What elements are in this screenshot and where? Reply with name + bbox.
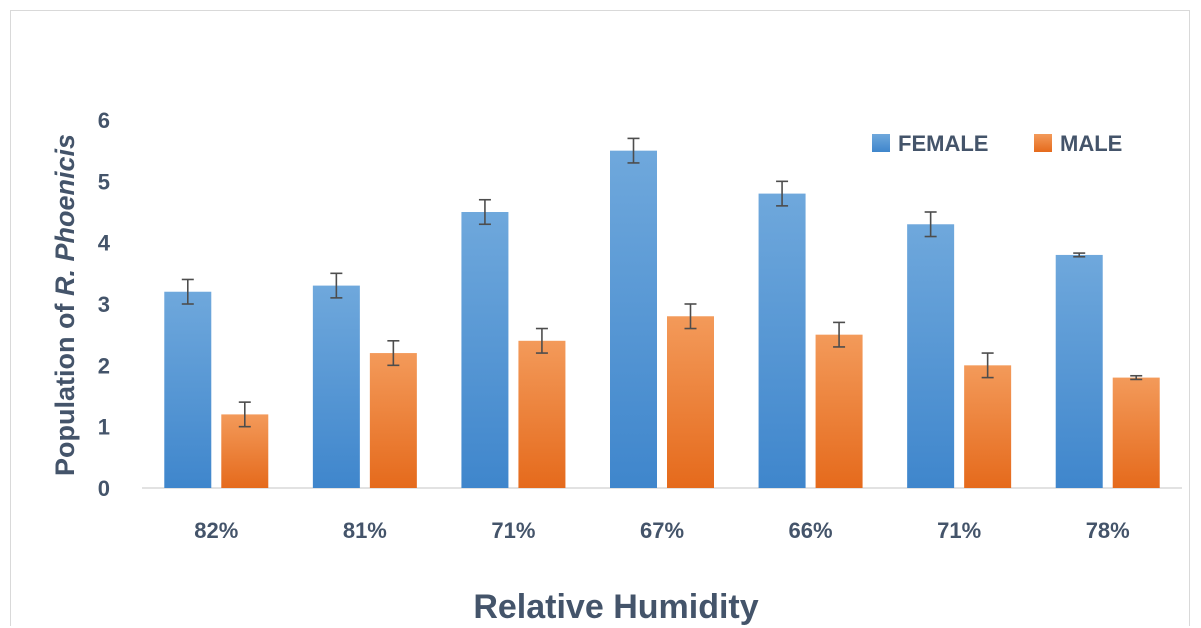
bar-male [1112, 377, 1160, 488]
error-bar [330, 272, 343, 299]
error-bar [535, 327, 548, 354]
y-tick-label: 0 [98, 476, 110, 501]
error-bar [1073, 252, 1086, 258]
bar-male [369, 353, 417, 488]
bar-female [1055, 254, 1103, 488]
bar-male [815, 334, 863, 488]
error-bar [776, 180, 789, 207]
bar-male [964, 365, 1012, 488]
legend: FEMALE MALE [872, 131, 1122, 156]
x-tick-label: 81% [343, 518, 387, 543]
bar-male [518, 340, 566, 488]
y-tick-label: 6 [98, 108, 110, 133]
error-bar [627, 137, 640, 164]
legend-swatch-female [872, 134, 890, 152]
x-tick-label: 71% [491, 518, 535, 543]
error-bar [981, 352, 994, 379]
legend-swatch-male [1034, 134, 1052, 152]
error-bar [833, 321, 846, 348]
x-tick-label: 67% [640, 518, 684, 543]
error-bar [238, 401, 251, 428]
x-tick-label: 78% [1086, 518, 1130, 543]
error-bar [924, 211, 937, 238]
legend-label-male: MALE [1060, 131, 1122, 156]
x-axis-title: Relative Humidity [473, 588, 758, 626]
x-tick-label: 66% [789, 518, 833, 543]
error-bar [684, 303, 697, 330]
y-axis-tick-labels: 0 1 2 3 4 5 6 [98, 108, 111, 501]
y-tick-label: 2 [98, 353, 110, 378]
error-bar [181, 278, 194, 305]
y-axis-title: Population of R. Phoenicis [50, 134, 80, 476]
bar-female [610, 150, 657, 488]
error-bars [181, 137, 1143, 428]
x-axis-tick-labels: 82% 81% 71% 67% 66% 71% 78% [194, 518, 1129, 543]
bar-female [461, 212, 509, 488]
bar-female [164, 291, 212, 488]
bar-male [667, 316, 714, 488]
y-axis-title-prefix: Population of [50, 296, 80, 476]
y-tick-label: 5 [98, 169, 110, 194]
bar-female [312, 285, 360, 488]
y-axis-title-species: R. Phoenicis [50, 134, 80, 296]
y-tick-label: 4 [98, 231, 111, 256]
bars [164, 150, 1160, 488]
bar-female [907, 224, 955, 488]
error-bar [387, 339, 400, 367]
error-bar [1130, 374, 1143, 381]
error-bar [478, 198, 491, 226]
y-tick-label: 1 [98, 415, 110, 440]
legend-label-female: FEMALE [898, 131, 988, 156]
chart-frame [10, 10, 1190, 626]
x-tick-label: 71% [937, 518, 981, 543]
bar-female [758, 193, 806, 488]
x-tick-label: 82% [194, 518, 238, 543]
y-tick-label: 3 [98, 292, 110, 317]
